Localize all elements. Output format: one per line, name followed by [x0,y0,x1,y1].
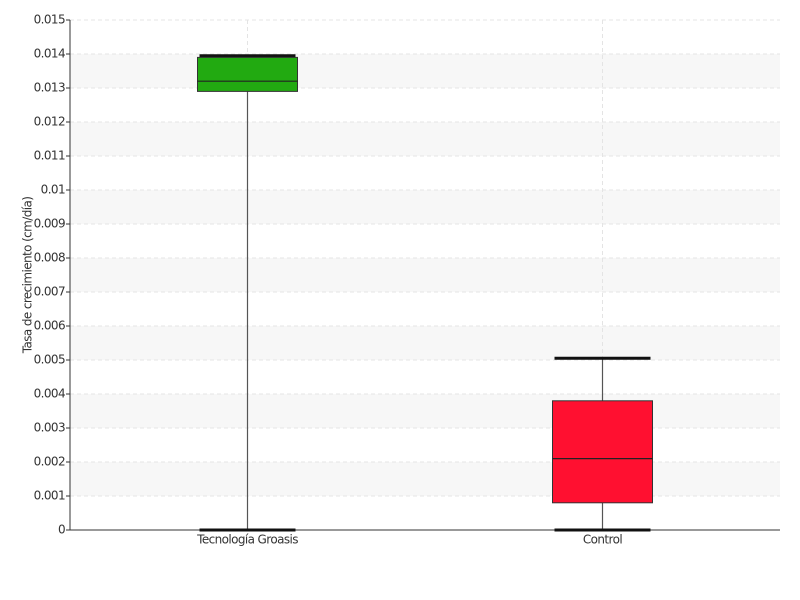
y-tick-label: 0.012 [34,115,65,129]
grid-band [70,54,780,88]
grid-band [70,122,780,156]
grid-band [70,462,780,496]
y-tick-label: 0.006 [34,319,65,333]
box [197,56,298,92]
y-tick-label: 0.009 [34,217,65,231]
grid-band [70,258,780,292]
y-tick-label: 0.008 [34,251,65,265]
box [552,400,653,504]
y-tick-label: 0.011 [34,149,65,163]
y-tick-label: 0.01 [41,183,65,197]
y-tick-label: 0.005 [34,353,65,367]
y-tick-label: 0.014 [34,47,65,61]
x-tick-label: Tecnología Groasis [196,533,298,547]
y-tick-label: 0.004 [34,387,65,401]
y-tick-label: 0 [58,523,65,537]
y-tick-label: 0.002 [34,455,65,469]
y-tick-label: 0.001 [34,489,65,503]
y-tick-label: 0.013 [34,81,65,95]
grid-band [70,190,780,224]
y-tick-label: 0.007 [34,285,65,299]
y-tick-label: 0.015 [34,13,65,27]
x-tick-label: Control [583,533,622,547]
y-tick-label: 0.003 [34,421,65,435]
grid-band [70,394,780,428]
grid-band [70,326,780,360]
y-axis-label: Tasa de crecimiento (cm/día) [21,197,35,355]
